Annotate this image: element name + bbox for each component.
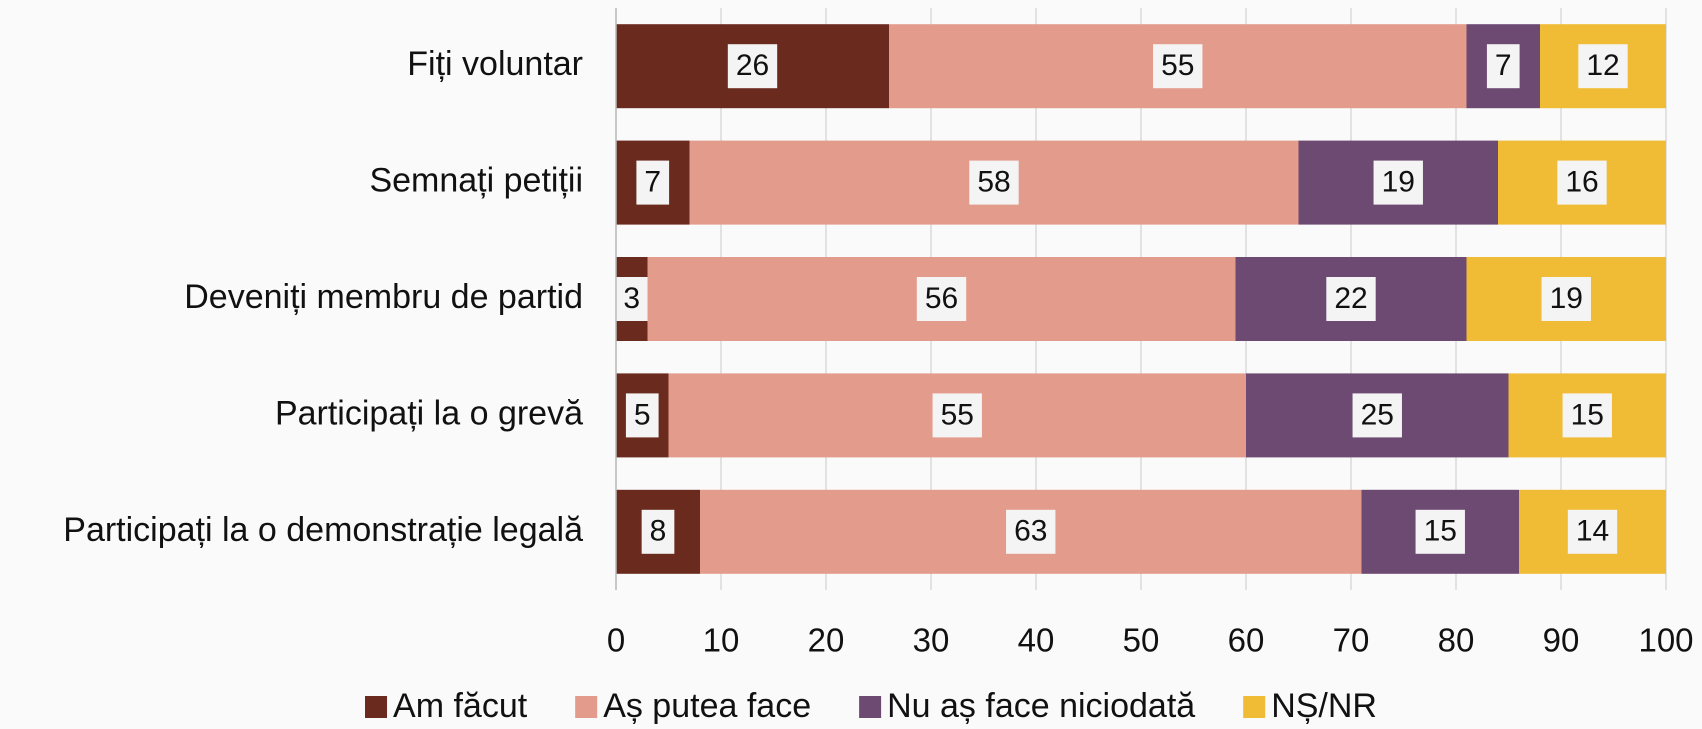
- data-label-box: [1153, 44, 1203, 89]
- data-label: 15: [1424, 515, 1457, 548]
- data-label-box: [636, 160, 670, 205]
- data-label: 63: [1014, 515, 1047, 548]
- data-label-box: [916, 277, 967, 321]
- data-label: 5: [634, 398, 651, 431]
- legend-swatch: [859, 696, 882, 718]
- legend-label: NȘ/NR: [1271, 687, 1377, 725]
- data-label-box: [641, 509, 675, 554]
- legend-swatch: [575, 696, 598, 718]
- data-label-box: [1557, 160, 1607, 205]
- x-tick-label: 60: [1228, 622, 1265, 659]
- data-label: 7: [644, 166, 661, 199]
- data-label: 55: [1161, 49, 1194, 82]
- x-tick-label: 80: [1438, 622, 1475, 659]
- category-label: Participați la o demonstrație legală: [63, 511, 583, 549]
- legend-label: Nu aș face niciodată: [887, 687, 1195, 725]
- legend-swatch: [365, 696, 388, 718]
- data-label: 19: [1382, 166, 1415, 199]
- data-label: 3: [623, 282, 640, 315]
- data-label: 12: [1586, 49, 1619, 82]
- data-label: 15: [1571, 398, 1604, 431]
- data-label-box: [932, 393, 982, 438]
- data-label: 56: [925, 282, 958, 315]
- data-label-box: [969, 160, 1019, 205]
- data-label: 14: [1576, 515, 1609, 548]
- x-tick-label: 90: [1543, 622, 1580, 659]
- data-label-box: [615, 277, 649, 321]
- data-label-box: [1415, 509, 1465, 554]
- data-label: 58: [977, 166, 1010, 199]
- data-label: 19: [1550, 282, 1583, 315]
- data-label-box: [625, 393, 659, 438]
- data-label: 8: [650, 515, 667, 548]
- x-tick-label: 0: [607, 622, 625, 659]
- data-label-box: [727, 44, 778, 89]
- x-tick-label: 70: [1333, 622, 1370, 659]
- data-label-box: [1373, 160, 1423, 205]
- x-tick-label: 30: [913, 622, 950, 659]
- data-label-box: [1006, 509, 1056, 554]
- data-label-box: [1578, 44, 1628, 89]
- data-label: 55: [941, 398, 974, 431]
- legend-label: Aș putea face: [603, 687, 811, 725]
- data-label: 16: [1565, 166, 1598, 199]
- x-tick-label: 20: [808, 622, 845, 659]
- x-tick-label: 40: [1018, 622, 1055, 659]
- data-label-box: [1541, 277, 1591, 321]
- data-label: 25: [1361, 398, 1394, 431]
- x-tick-label: 10: [703, 622, 740, 659]
- category-label: Participați la o grevă: [275, 394, 583, 432]
- x-tick-label: 100: [1638, 622, 1693, 659]
- data-label: 22: [1334, 282, 1367, 315]
- data-label-box: [1352, 393, 1402, 438]
- category-label: Semnați petiții: [369, 162, 583, 200]
- x-tick-label: 50: [1123, 622, 1160, 659]
- category-label: Fiți voluntar: [407, 45, 583, 83]
- data-label-box: [1486, 44, 1520, 89]
- data-label: 7: [1495, 49, 1512, 82]
- category-label: Deveniți membru de partid: [184, 278, 583, 316]
- legend-swatch: [1243, 696, 1266, 718]
- legend-label: Am făcut: [393, 687, 528, 725]
- data-label-box: [1326, 277, 1376, 321]
- data-label-box: [1562, 393, 1612, 438]
- data-label-box: [1567, 509, 1618, 554]
- data-label: 26: [736, 49, 769, 82]
